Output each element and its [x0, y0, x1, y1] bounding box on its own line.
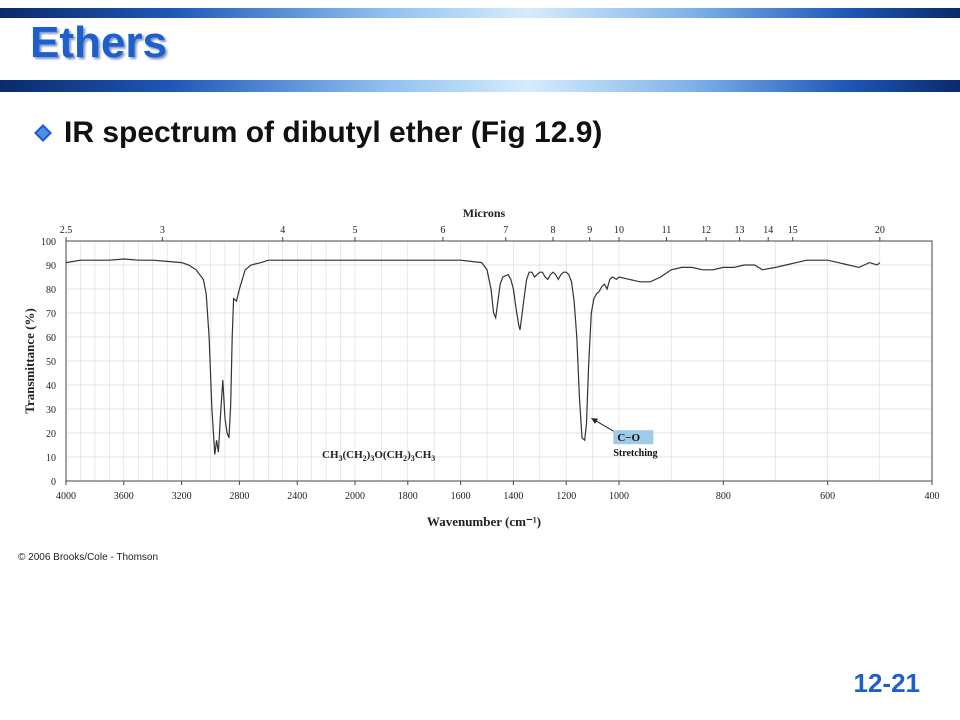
slide-title: Ethers	[30, 18, 167, 67]
top-decor-band	[0, 8, 960, 18]
micron-tick-label: 8	[551, 225, 556, 236]
micron-tick-label: 2.5	[60, 225, 73, 236]
micron-tick-label: 12	[701, 225, 711, 236]
x-tick-label: 3200	[172, 491, 192, 502]
micron-tick-label: 15	[788, 225, 798, 236]
x-tick-label: 4000	[56, 491, 76, 502]
x-axis-title: Wavenumber (cm⁻¹)	[427, 514, 541, 529]
y-tick-label: 30	[46, 405, 56, 416]
annotation-highlight	[613, 430, 654, 445]
y-axis-title: Transmittance (%)	[22, 308, 37, 414]
plot-frame	[65, 240, 933, 482]
y-tick-label: 0	[51, 477, 56, 488]
x-tick-label: 1400	[503, 491, 523, 502]
chart-grid	[65, 240, 932, 482]
x-tick-label: 1000	[609, 491, 629, 502]
y-tick-label: 60	[46, 333, 56, 344]
micron-tick-label: 13	[735, 225, 745, 236]
y-tick-label: 40	[46, 381, 56, 392]
x-tick-label: 1600	[451, 491, 471, 502]
y-tick-label: 80	[46, 285, 56, 296]
molecule-formula: CH3(CH2)3O(CH2)3CH3	[322, 449, 435, 463]
annotation-arrowhead	[591, 418, 599, 424]
co-stretch-annotation: C−O Stretching	[591, 417, 658, 459]
micron-tick-label: 4	[280, 225, 285, 236]
micron-tick-label: 10	[614, 225, 624, 236]
micron-tick-label: 20	[875, 225, 885, 236]
x-tick-label: 2800	[229, 491, 249, 502]
micron-tick-label: 11	[662, 225, 672, 236]
x-tick-label: 1200	[556, 491, 576, 502]
micron-tick-label: 14	[763, 225, 773, 236]
x-tick-label: 400	[925, 491, 940, 502]
bullet-item: IR spectrum of dibutyl ether (Fig 12.9)	[34, 116, 602, 150]
x-tick-label: 2000	[345, 491, 365, 502]
y-tick-label: 20	[46, 429, 56, 440]
slide-number: 12-21	[853, 668, 921, 698]
micron-tick-label: 6	[440, 225, 445, 236]
y-tick-label: 70	[46, 309, 56, 320]
bullet-text: IR spectrum of dibutyl ether (Fig 12.9)	[64, 116, 603, 149]
y-tick-label: 50	[46, 357, 56, 368]
spectrum-line	[65, 258, 881, 455]
title-underline-band	[0, 80, 960, 92]
x-tick-label: 1800	[398, 491, 418, 502]
micron-tick-label: 7	[503, 225, 508, 236]
y-tick-label: 10	[46, 453, 56, 464]
annotation-label: C−O	[617, 432, 640, 444]
y-tick-label: 90	[46, 261, 56, 272]
annotation-sublabel: Stretching	[613, 448, 657, 459]
x-tick-label: 2400	[287, 491, 307, 502]
micron-tick-label: 5	[353, 225, 358, 236]
micron-tick-label: 9	[587, 225, 592, 236]
x-tick-label: 600	[820, 491, 835, 502]
copyright-notice: © 2006 Brooks/Cole - Thomson	[18, 552, 159, 563]
micron-tick-label: 3	[160, 225, 165, 236]
top-axis-title: Microns	[463, 206, 506, 220]
x-tick-label: 3600	[114, 491, 134, 502]
diamond-bullet-icon	[34, 124, 52, 142]
x-tick-label: 800	[716, 491, 731, 502]
y-tick-label: 100	[41, 237, 56, 248]
